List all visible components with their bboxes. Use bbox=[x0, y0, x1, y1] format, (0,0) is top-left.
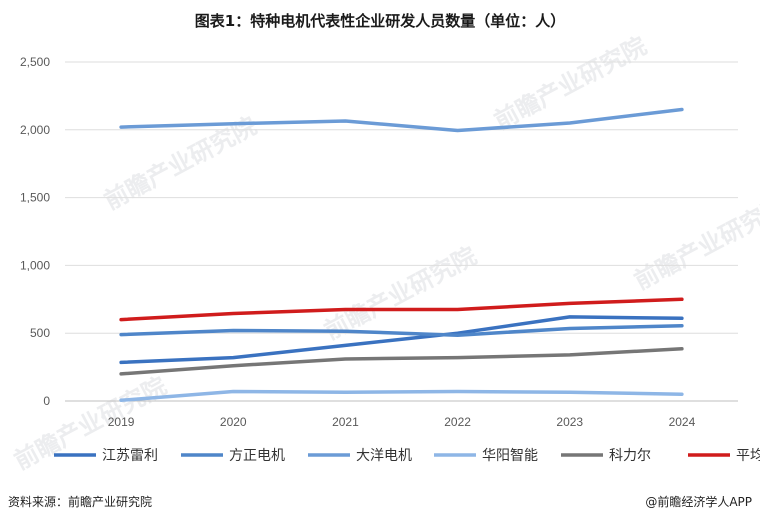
legend-label: 方正电机 bbox=[229, 448, 285, 464]
x-tick-label: 2022 bbox=[444, 415, 471, 429]
legend-label: 平均值 bbox=[736, 448, 760, 464]
legend-label: 科力尔 bbox=[609, 448, 651, 464]
x-tick-label: 2019 bbox=[108, 415, 135, 429]
x-axis-ticks: 2019 2020 2021 2022 2023 2024 bbox=[108, 415, 696, 429]
series-line bbox=[119, 389, 684, 403]
legend: 江苏雷利 方正电机 大洋电机 华阳智能 科力尔 平均值 bbox=[54, 448, 760, 464]
y-tick-label: 2,500 bbox=[20, 55, 50, 69]
series-line bbox=[119, 107, 684, 133]
y-tick-label: 1,500 bbox=[20, 191, 50, 205]
series-line bbox=[119, 297, 684, 322]
chart-title: 图表1：特种电机代表性企业研发人员数量（单位：人） bbox=[194, 12, 566, 30]
brand-credit: @前瞻经济学人APP bbox=[645, 495, 752, 509]
x-tick-label: 2020 bbox=[220, 415, 247, 429]
watermark-text: 前瞻产业研究院 bbox=[490, 32, 651, 136]
x-tick-label: 2023 bbox=[556, 415, 583, 429]
x-tick-label: 2024 bbox=[669, 415, 696, 429]
legend-label: 大洋电机 bbox=[356, 448, 412, 464]
series-line bbox=[119, 347, 684, 376]
gridlines bbox=[65, 61, 738, 402]
y-tick-label: 2,000 bbox=[20, 123, 50, 137]
y-tick-label: 500 bbox=[30, 326, 50, 340]
series-lines bbox=[119, 107, 684, 403]
x-tick-label: 2021 bbox=[332, 415, 359, 429]
y-tick-label: 0 bbox=[43, 394, 50, 408]
legend-label: 华阳智能 bbox=[482, 448, 538, 464]
y-tick-label: 1,000 bbox=[20, 258, 50, 272]
source-note: 资料来源：前瞻产业研究院 bbox=[8, 495, 153, 509]
series-line bbox=[119, 315, 684, 365]
legend-label: 江苏雷利 bbox=[102, 448, 158, 464]
y-axis-ticks: 0 500 1,000 1,500 2,000 2,500 bbox=[20, 55, 50, 408]
watermark-text: 前瞻产业研究院 bbox=[630, 192, 760, 296]
series-line bbox=[119, 323, 684, 337]
